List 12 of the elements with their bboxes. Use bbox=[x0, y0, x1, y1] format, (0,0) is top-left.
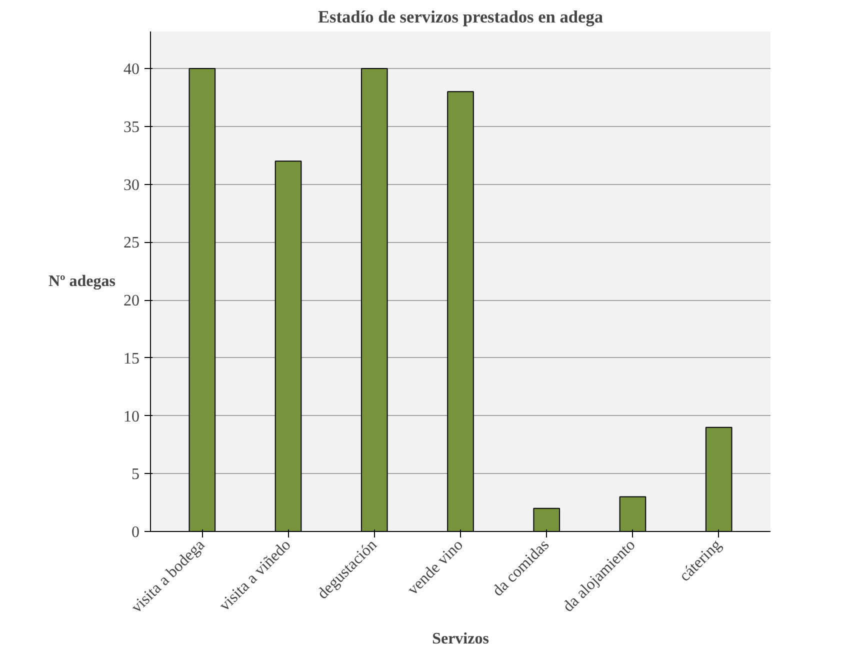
y-axis-title: Nº adegas bbox=[48, 273, 116, 290]
y-tick-label: 25 bbox=[124, 234, 140, 252]
y-tick-label: 20 bbox=[124, 292, 140, 310]
y-tick-label: 30 bbox=[124, 176, 140, 194]
y-tick-label: 35 bbox=[124, 118, 140, 136]
y-tick-label: 15 bbox=[124, 350, 140, 368]
y-tick-label: 10 bbox=[124, 408, 140, 426]
y-tick-label: 40 bbox=[124, 61, 140, 78]
y-tick-label: 0 bbox=[132, 524, 140, 541]
chart-title: Estadío de servizos prestados en adega bbox=[318, 8, 604, 26]
x-axis-title: Servizos bbox=[432, 630, 489, 648]
y-tick-label: 5 bbox=[132, 466, 140, 484]
